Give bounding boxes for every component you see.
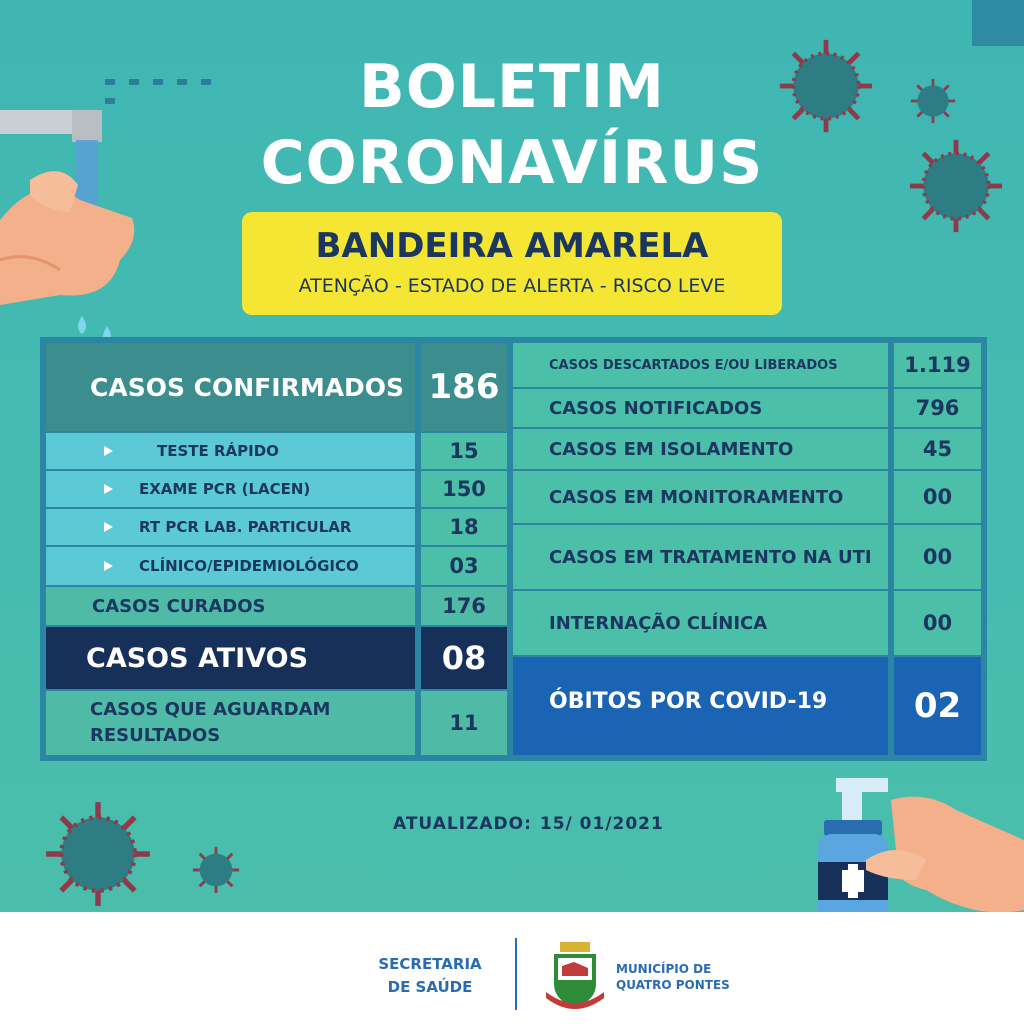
title-line-2: CORONAVÍRUS [260, 128, 764, 198]
awaiting-label-line-2: RESULTADOS [90, 725, 221, 746]
footer: SECRETARIA DE SAÚDE MUNICÍPIO DE QUATRO … [0, 912, 1024, 1024]
municipal-coat-of-arms-icon [546, 942, 604, 1009]
confirmed-cases-label: CASOS CONFIRMADOS [46, 343, 415, 431]
rt-pcr-row: RT PCR LAB. PARTICULAR [46, 509, 415, 545]
footer-divider [515, 938, 517, 1010]
municipio-line-2: QUATRO PONTES [616, 978, 730, 992]
monitoring-cases-label: CASOS EM MONITORAMENTO [513, 471, 888, 523]
title-line-1: BOLETIM [359, 52, 665, 122]
secretaria-line-2: DE SAÚDE [387, 978, 473, 996]
municipio-line-1: MUNICÍPIO DE [616, 962, 712, 976]
virus-icon [909, 139, 1003, 233]
isolation-cases-label: CASOS EM ISOLAMENTO [513, 429, 888, 469]
monitoring-cases-value: 00 [894, 471, 981, 523]
virus-icon [779, 39, 873, 133]
flag-subtitle: ATENÇÃO - ESTADO DE ALERTA - RISCO LEVE [298, 275, 726, 297]
flag-banner: BANDEIRA AMARELA ATENÇÃO - ESTADO DE ALE… [242, 212, 782, 315]
awaiting-results-label: CASOS QUE AGUARDAM RESULTADOS [46, 691, 415, 755]
updated-label: ATUALIZADO: [393, 814, 532, 834]
dots-decoration [105, 70, 245, 104]
rt-pcr-label: RT PCR LAB. PARTICULAR [139, 518, 352, 536]
rt-pcr-value: 18 [421, 509, 507, 545]
pcr-lacen-label: EXAME PCR (LACEN) [139, 480, 311, 498]
clinical-row: CLÍNICO/EPIDEMIOLÓGICO [46, 547, 415, 585]
active-cases-value: 08 [421, 627, 507, 689]
isolation-cases-value: 45 [894, 429, 981, 469]
cured-cases-value: 176 [421, 587, 507, 625]
icu-cases-label: CASOS EM TRATAMENTO NA UTI [513, 525, 888, 589]
pcr-lacen-value: 150 [421, 471, 507, 507]
deaths-label: ÓBITOS POR COVID-19 [513, 657, 888, 755]
virus-icon [46, 802, 150, 906]
updated-date: ATUALIZADO: 15/ 01/2021 [393, 814, 672, 834]
flag-title: BANDEIRA AMARELA [315, 226, 709, 266]
clinical-label: CLÍNICO/EPIDEMIOLÓGICO [139, 557, 359, 575]
updated-date-value: 15/ 01/2021 [539, 814, 664, 834]
bullet-icon [104, 522, 113, 532]
bullet-icon [104, 484, 113, 494]
hand-washing-icon [0, 110, 135, 305]
bullet-icon [104, 446, 113, 456]
hand-sanitizer-icon [818, 778, 1024, 928]
discarded-cases-value: 1.119 [894, 343, 981, 387]
hospitalization-label: INTERNAÇÃO CLÍNICA [513, 591, 888, 655]
virus-icon [192, 846, 240, 894]
awaiting-label-line-1: CASOS QUE AGUARDAM [90, 699, 331, 720]
active-cases-label: CASOS ATIVOS [46, 627, 415, 689]
hospitalization-value: 00 [894, 591, 981, 655]
cured-cases-label: CASOS CURADOS [46, 587, 415, 625]
confirmed-cases-value: 186 [421, 343, 507, 431]
discarded-cases-label: CASOS DESCARTADOS E/OU LIBERADOS [513, 343, 888, 387]
secretaria-line-1: SECRETARIA [378, 955, 482, 973]
corner-decoration [972, 0, 1024, 46]
awaiting-results-value: 11 [421, 691, 507, 755]
rapid-test-row: TESTE RÁPIDO [46, 433, 415, 469]
rapid-test-label: TESTE RÁPIDO [157, 442, 279, 460]
deaths-value: 02 [894, 657, 981, 755]
virus-icon [910, 78, 956, 124]
rapid-test-value: 15 [421, 433, 507, 469]
notified-cases-label: CASOS NOTIFICADOS [513, 389, 888, 427]
clinical-value: 03 [421, 547, 507, 585]
pcr-lacen-row: EXAME PCR (LACEN) [46, 471, 415, 507]
icu-cases-value: 00 [894, 525, 981, 589]
stats-table: CASOS CONFIRMADOS 186 TESTE RÁPIDO 15 EX… [40, 337, 987, 761]
bullet-icon [104, 561, 113, 571]
notified-cases-value: 796 [894, 389, 981, 427]
